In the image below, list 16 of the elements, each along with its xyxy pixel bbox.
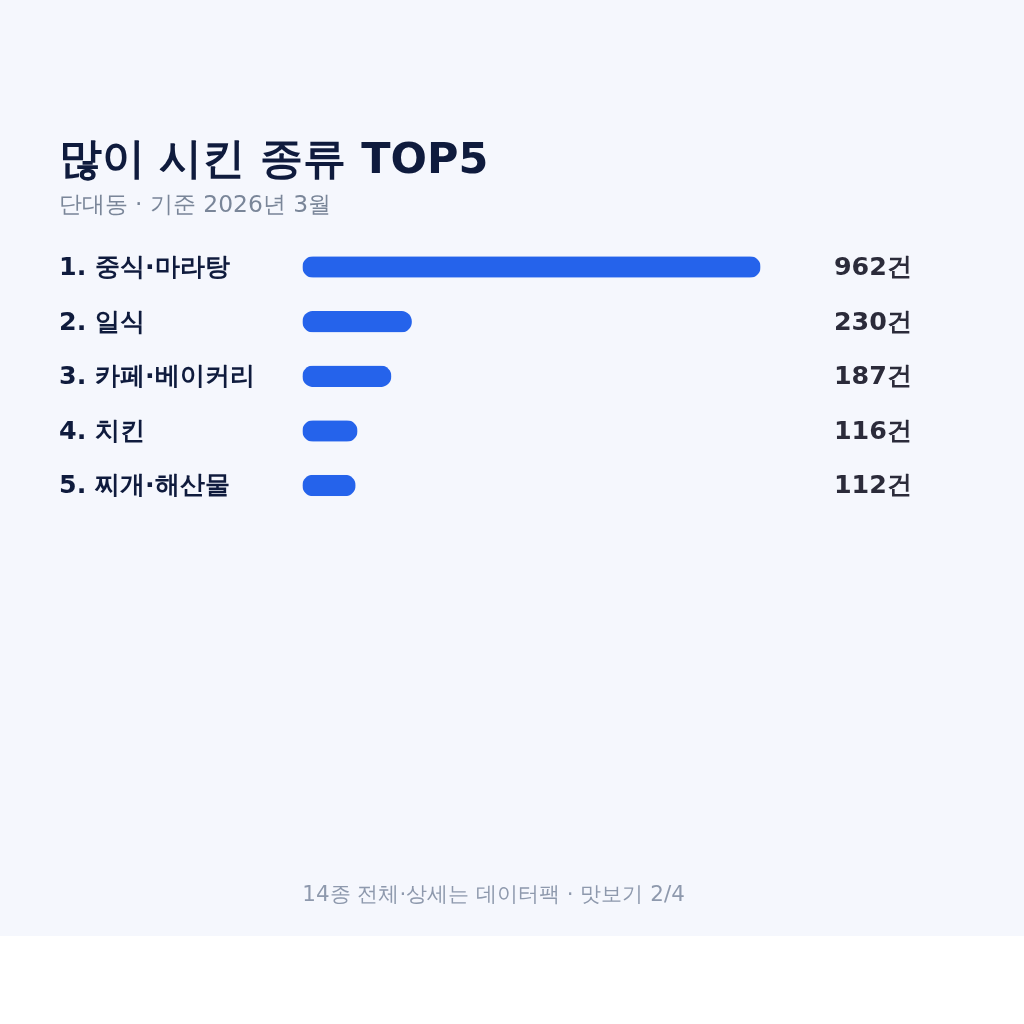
data-label: 112건 (833, 469, 912, 500)
bar (302, 365, 392, 388)
y-tick-label: 5. 찌개·해산물 (59, 469, 230, 500)
chart-subtitle: 단대동 · 기준 2026년 3월 (58, 189, 332, 218)
y-tick-label: 2. 일식 (59, 305, 146, 336)
data-label: 962건 (833, 250, 912, 281)
text: 14종 전체·상세는 데이터팩 · 맛보기 2/4 (302, 881, 685, 907)
data-label: 230건 (833, 305, 912, 336)
bar (302, 256, 761, 278)
chart-title: 많이 시킨 종류 TOP5 (58, 132, 489, 183)
y-tick-label: 4. 치킨 (59, 414, 146, 445)
bar (302, 310, 412, 333)
data-label: 116건 (833, 414, 912, 445)
y-tick-label: 3. 카페·베이커리 (59, 360, 255, 391)
y-tick-label: 1. 중식·마라탕 (59, 250, 230, 281)
data-label: 187건 (833, 360, 912, 391)
